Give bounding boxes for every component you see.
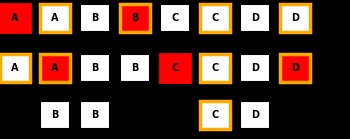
FancyBboxPatch shape (200, 4, 230, 32)
FancyBboxPatch shape (200, 54, 230, 82)
Text: A: A (11, 13, 19, 23)
FancyBboxPatch shape (280, 4, 310, 32)
FancyBboxPatch shape (240, 101, 270, 129)
Text: C: C (211, 13, 219, 23)
Text: B: B (91, 63, 99, 73)
FancyBboxPatch shape (160, 4, 190, 32)
FancyBboxPatch shape (80, 101, 110, 129)
FancyBboxPatch shape (80, 54, 110, 82)
FancyBboxPatch shape (200, 101, 230, 129)
FancyBboxPatch shape (120, 54, 150, 82)
Text: B: B (131, 13, 139, 23)
Text: C: C (172, 13, 178, 23)
Text: A: A (51, 63, 59, 73)
Text: B: B (91, 13, 99, 23)
FancyBboxPatch shape (0, 54, 30, 82)
Text: D: D (291, 13, 299, 23)
Text: D: D (251, 63, 259, 73)
FancyBboxPatch shape (40, 54, 70, 82)
FancyBboxPatch shape (240, 4, 270, 32)
Text: B: B (51, 110, 59, 120)
Text: C: C (172, 63, 178, 73)
Text: A: A (51, 13, 59, 23)
Text: D: D (251, 13, 259, 23)
FancyBboxPatch shape (80, 4, 110, 32)
Text: A: A (11, 63, 19, 73)
Text: D: D (291, 63, 299, 73)
FancyBboxPatch shape (160, 54, 190, 82)
Text: B: B (131, 63, 139, 73)
Text: C: C (211, 63, 219, 73)
FancyBboxPatch shape (0, 4, 30, 32)
FancyBboxPatch shape (40, 101, 70, 129)
FancyBboxPatch shape (240, 54, 270, 82)
FancyBboxPatch shape (280, 54, 310, 82)
Text: D: D (251, 110, 259, 120)
FancyBboxPatch shape (40, 4, 70, 32)
Text: B: B (91, 110, 99, 120)
FancyBboxPatch shape (120, 4, 150, 32)
Text: C: C (211, 110, 219, 120)
